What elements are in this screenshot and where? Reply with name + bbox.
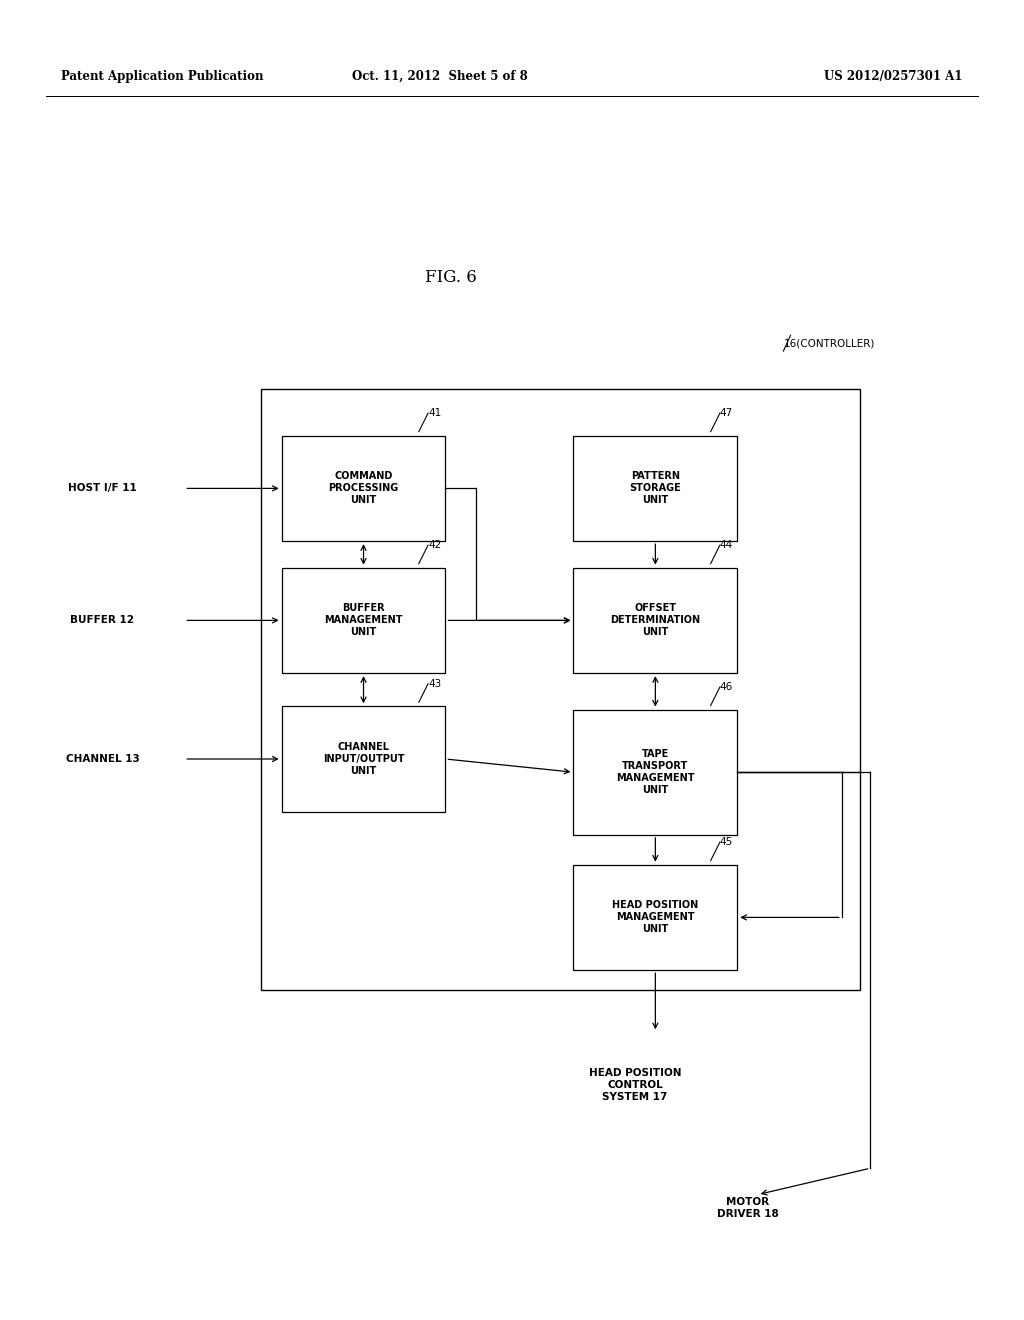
Bar (573, 865, 737, 970)
Text: US 2012/0257301 A1: US 2012/0257301 A1 (824, 70, 963, 83)
Bar (573, 436, 737, 541)
Text: MOTOR
DRIVER 18: MOTOR DRIVER 18 (717, 1197, 778, 1218)
Text: 44: 44 (720, 540, 733, 550)
Text: 41: 41 (428, 408, 441, 418)
Text: HEAD POSITION
CONTROL
SYSTEM 17: HEAD POSITION CONTROL SYSTEM 17 (589, 1068, 681, 1102)
Text: HOST I/F 11: HOST I/F 11 (68, 483, 137, 494)
Text: PATTERN
STORAGE
UNIT: PATTERN STORAGE UNIT (630, 471, 681, 506)
Text: COMMAND
PROCESSING
UNIT: COMMAND PROCESSING UNIT (329, 471, 398, 506)
Text: 45: 45 (720, 837, 733, 847)
Text: BUFFER 12: BUFFER 12 (71, 615, 134, 626)
Text: 47: 47 (720, 408, 733, 418)
Text: TAPE
TRANSPORT
MANAGEMENT
UNIT: TAPE TRANSPORT MANAGEMENT UNIT (616, 750, 694, 795)
Text: 42: 42 (428, 540, 441, 550)
Bar (282, 436, 445, 541)
Text: 16(CONTROLLER): 16(CONTROLLER) (783, 338, 876, 348)
Text: BUFFER
MANAGEMENT
UNIT: BUFFER MANAGEMENT UNIT (325, 603, 402, 638)
Text: Patent Application Publication: Patent Application Publication (61, 70, 264, 83)
Text: CHANNEL 13: CHANNEL 13 (66, 754, 139, 764)
Bar (282, 706, 445, 812)
Bar (573, 710, 737, 836)
Text: FIG. 6: FIG. 6 (425, 269, 476, 285)
Text: CHANNEL
INPUT/OUTPUT
UNIT: CHANNEL INPUT/OUTPUT UNIT (323, 742, 404, 776)
Text: OFFSET
DETERMINATION
UNIT: OFFSET DETERMINATION UNIT (610, 603, 700, 638)
Text: 46: 46 (720, 682, 733, 692)
Text: 43: 43 (428, 678, 441, 689)
Text: Oct. 11, 2012  Sheet 5 of 8: Oct. 11, 2012 Sheet 5 of 8 (352, 70, 528, 83)
Bar (261, 389, 860, 990)
Bar (282, 568, 445, 673)
Text: HEAD POSITION
MANAGEMENT
UNIT: HEAD POSITION MANAGEMENT UNIT (612, 900, 698, 935)
Bar (573, 568, 737, 673)
